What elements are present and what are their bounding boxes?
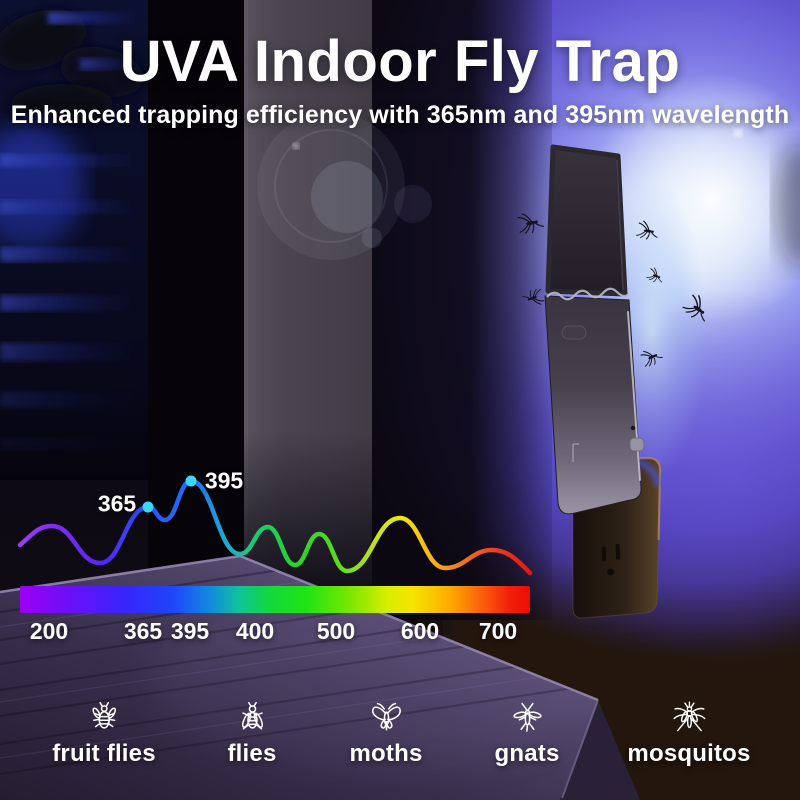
plug-clip-seam (572, 443, 579, 462)
outlet-socket (601, 543, 621, 576)
insect-label: fruit flies (52, 740, 156, 767)
insect-item-fruit-flies: fruit flies (52, 700, 156, 768)
power-button (629, 437, 645, 452)
table-side-face (560, 700, 640, 800)
insect-label: moths (349, 740, 423, 767)
device-body (544, 295, 642, 515)
insect-item-flies: flies (227, 700, 276, 768)
window-blinds (0, 0, 150, 480)
page-subtitle: Enhanced trapping efficiency with 365nm … (10, 101, 790, 129)
fly-icon (241, 701, 263, 730)
lens-flare (257, 112, 432, 260)
sticky-card (545, 144, 628, 297)
outlet-rim-highlight (599, 456, 662, 541)
insect-item-moths: moths (350, 700, 423, 768)
insect-label: gnats (494, 740, 560, 767)
fruit-fly-icon (92, 701, 116, 729)
insect-item-gnats: gnats (494, 700, 559, 768)
page-title: UVA Indoor Fly Trap (119, 29, 681, 94)
brand-logo-embossed (561, 325, 587, 340)
insect-label: flies (227, 740, 277, 767)
insect-label: mosquitos (627, 740, 751, 767)
dark-edge-smudge (775, 143, 800, 267)
gnat-icon (512, 702, 542, 732)
bokeh-dot (733, 128, 743, 138)
body-edge-highlight (627, 311, 641, 481)
indicator-hole (630, 425, 636, 431)
insect-item-mosquitos: mosquitos (627, 700, 750, 768)
card-slot-scallop (546, 287, 630, 301)
fly-trap-device (544, 144, 645, 515)
moth-icon (371, 702, 401, 731)
mosquito-icon (672, 701, 706, 732)
card-edge (616, 159, 624, 291)
